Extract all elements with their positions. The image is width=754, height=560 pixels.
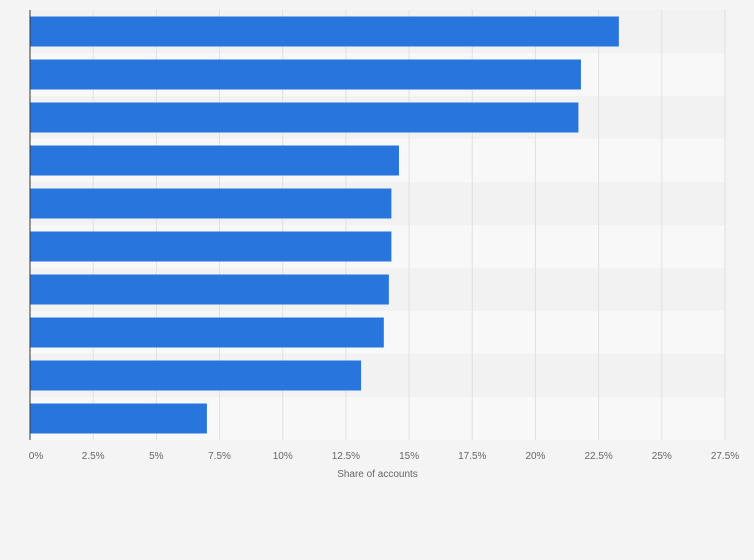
x-axis-title: Share of accounts bbox=[337, 469, 418, 480]
x-tick-label: 2.5% bbox=[82, 451, 105, 462]
bar[interactable] bbox=[30, 102, 579, 133]
x-tick-label: 27.5% bbox=[711, 451, 739, 462]
bar[interactable] bbox=[30, 188, 392, 219]
x-tick-label: 20% bbox=[525, 451, 545, 462]
bar[interactable] bbox=[30, 145, 399, 176]
x-tick-labels: 0% 2.5% 5% 7.5% 10% 12.5% 15% 17.5% 20% 22.5% 25% 2… bbox=[29, 451, 740, 462]
bars bbox=[30, 16, 619, 434]
x-tick-label: 5% bbox=[149, 451, 164, 462]
bar[interactable] bbox=[30, 16, 619, 47]
bar[interactable] bbox=[30, 403, 207, 434]
x-tick-label: 7.5% bbox=[208, 451, 231, 462]
x-tick-label: 0% bbox=[29, 451, 44, 462]
x-tick-label: 12.5% bbox=[332, 451, 360, 462]
x-tick-label: 22.5% bbox=[584, 451, 612, 462]
bar[interactable] bbox=[30, 360, 362, 391]
x-tick-label: 15% bbox=[399, 451, 419, 462]
x-tick-label: 10% bbox=[273, 451, 293, 462]
bar[interactable] bbox=[30, 59, 581, 90]
bar[interactable] bbox=[30, 274, 389, 305]
x-tick-label: 17.5% bbox=[458, 451, 486, 462]
bar[interactable] bbox=[30, 317, 384, 348]
x-tick-label: 25% bbox=[652, 451, 672, 462]
bar[interactable] bbox=[30, 231, 392, 262]
